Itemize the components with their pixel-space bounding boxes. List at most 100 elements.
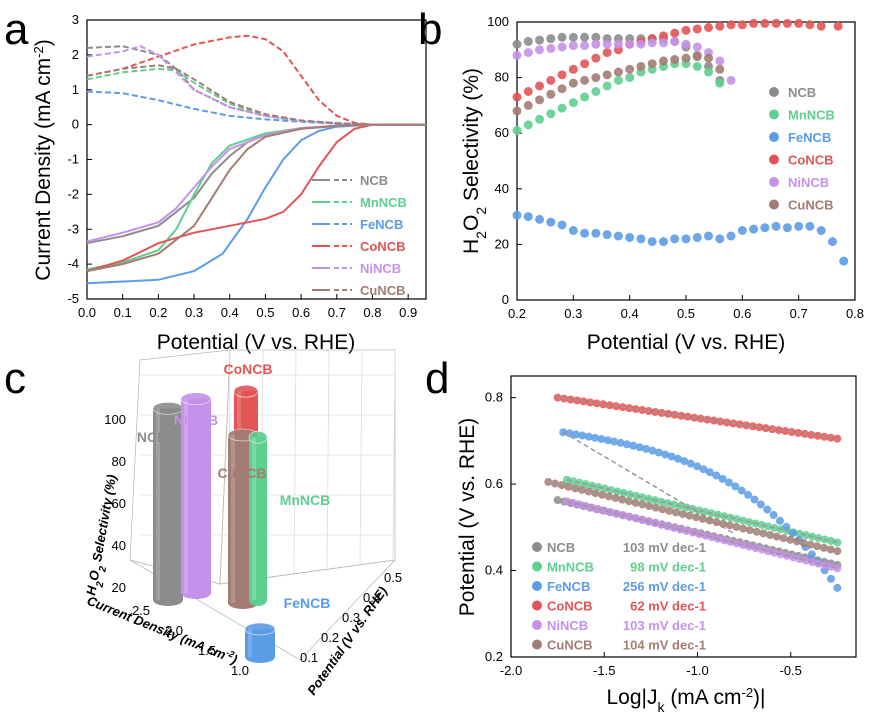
panel-d-point-FeNCB [667,452,676,461]
panel-c-bar-NCB [153,408,183,600]
panel-d-point-NiNCB [663,522,672,531]
panel-b-xtick-label: 0.5 [677,306,695,321]
panel-d-point-FeNCB [699,465,708,474]
panel-d-point-MnNCB [669,500,678,509]
panel-d-point-CoNCB [774,426,783,435]
panel-d-point-CuNCB [806,540,815,549]
panel-d-legend-marker [532,581,542,591]
panel-letter-d: d [425,354,449,403]
panel-b-point-FeNCB [625,232,635,242]
panel-c-bar-shine-FeNCB [248,629,252,657]
panel-d-point-CoNCB [703,415,712,424]
panel-b-point-NCB [580,32,590,42]
panel-b-legend-marker [769,199,779,210]
panel-d-point-FeNCB [629,441,638,450]
panel-b-point-NiNCB [681,39,691,49]
panel-d-xtick-label: -1.5 [593,663,615,678]
panel-b-point-FeNCB [749,224,759,234]
panel-c-xtick-label: 1.5 [198,643,216,658]
panel-d-point-CoNCB [742,421,751,430]
panel-b-point-FeNCB [805,221,815,231]
panel-a-ytick-label: -2 [67,186,79,201]
panel-d-point-FeNCB [622,440,631,449]
panel-b-point-FeNCB [523,212,533,222]
panel-b-point-FeNCB [782,223,792,233]
panel-b-point-CoNCB [658,31,668,41]
panel-d-ytick-label: 0.4 [485,563,503,578]
panel-c-bar-top-MnNCB [248,430,268,444]
panel-d-legend-marker [532,561,542,572]
panel-a-disk-line-CuNCB [86,123,426,273]
panel-d-legend-label: CuNCB [547,638,593,653]
panel-c-label-NCB: NCB [137,429,167,445]
panel-c-bar-top-FeNCB [244,622,276,636]
panel-b-point-CoNCB [749,18,759,28]
panel-b-point-FeNCB [704,231,714,241]
panel-a-chart: 0.0 0.1 0.2 0.3 0.4 0.5 0.6 0.7 0.8 0.9 -5 -4 -3 -2 -1… [31,12,427,354]
panel-d-point-FeNCB [571,430,580,439]
panel-d-point-FeNCB [597,435,606,444]
panel-b-point-NCB [523,36,533,46]
panel-c-grid-v [326,349,330,570]
panel-d-point-CuNCB [698,514,707,523]
panel-c-xtick-label: 2.5 [132,603,150,618]
panel-a-legend-label: NiNCB [360,261,401,276]
panel-d-point-CuNCB [557,481,566,490]
panel-letter-b: b [418,5,442,54]
panel-b-point-NiNCB [625,39,635,49]
panel-c-bar-MnNCB [249,437,267,600]
panel-b-xtick-label: 0.8 [846,306,864,321]
panel-b-xtick-label: 0.2 [508,306,526,321]
panel-d-ytick-label: 0.8 [485,390,503,405]
panel-b-point-CuNCB [546,89,556,99]
panel-d-point-MnNCB [701,507,710,516]
panel-c-grid-v [359,349,363,565]
panel-letter-a: a [4,5,29,54]
panel-b-point-FeNCB [737,226,747,235]
panel-b-point-NCB [535,35,545,45]
panel-b-legend-label: NiNCB [788,175,829,190]
panel-d-point-MnNCB [801,531,810,540]
panel-a-disk-line-CoNCB [86,123,426,273]
panel-d-point-CoNCB [560,394,569,403]
panel-b-point-CoNCB [580,59,590,69]
panel-d-point-CoNCB [820,432,829,441]
panel-d-point-CoNCB [664,409,673,418]
panel-b-point-CoNCB [568,64,578,74]
panel-c-ytick-label: 40 [112,538,126,553]
panel-b-point-NiNCB [692,42,702,52]
panel-b-point-NCB [557,32,567,42]
panel-a-xtick-label: 0.2 [149,305,167,320]
panel-b-point-CoNCB [794,18,804,28]
panel-b-point-MnNCB [715,78,725,88]
panel-d-fit-line-MnNCB [566,479,838,544]
panel-d-legend-tafel: 98 mV dec-1 [630,560,706,575]
panel-b-point-CuNCB [591,73,601,83]
panel-b-point-FeNCB [580,228,590,238]
panel-b-legend-marker [769,87,779,97]
panel-a-ytick-label: -4 [67,256,79,271]
panel-c-bar-top-NiNCB [180,392,212,406]
panel-a-xtick-label: 0.3 [185,305,203,320]
panel-d-point-MnNCB [600,484,609,493]
panel-b-xtick-label: 0.4 [621,306,639,321]
panel-d-point-CuNCB [598,490,607,499]
panel-d-point-MnNCB [764,522,773,531]
panel-d-legend-label: MnNCB [547,560,594,575]
panel-d-fit-line-FeNCB [562,431,736,535]
panel-b-point-CoNCB [782,18,792,28]
panel-a-ring-line-MnNCB [86,67,426,126]
panel-d-legend-marker [532,600,542,611]
panel-b-point-NiNCB [715,56,725,66]
panel-c-bar-base-NiNCB [181,587,211,599]
panel-a-ring-line-NiNCB [86,45,426,126]
panel-d-legend-tafel: 256 mV dec-1 [623,579,706,594]
panel-d-point-FeNCB [693,462,702,471]
panel-d-point-FeNCB [788,529,797,538]
panel-b-point-NiNCB [602,39,612,49]
panel-b-point-MnNCB [602,81,612,91]
panel-b-point-CuNCB [613,67,623,77]
panel-d-point-CoNCB [709,416,718,425]
panel-d-point-NiNCB [764,547,773,556]
panel-b-ytick-label: 40 [495,181,509,196]
